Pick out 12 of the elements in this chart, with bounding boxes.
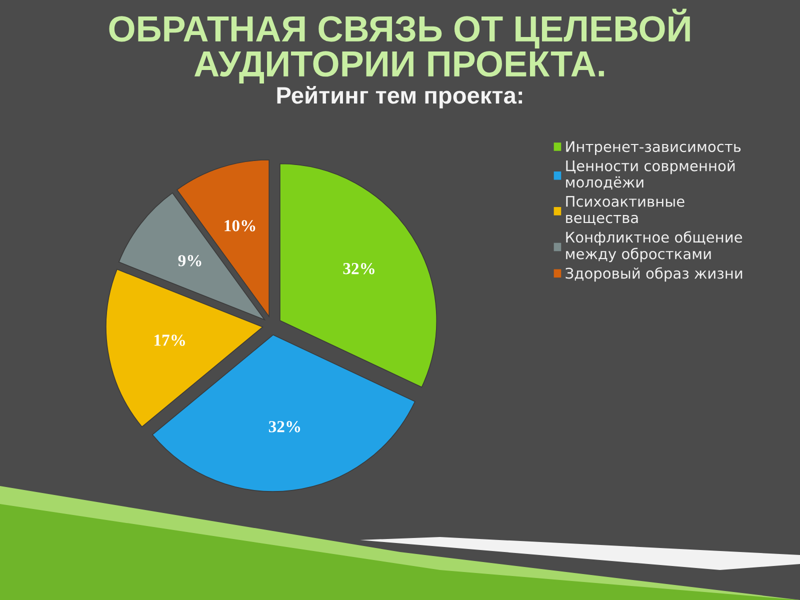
data-label: 32% [268,421,300,432]
legend-label: Ценности соврменной молодёжи [566,160,735,190]
chart-subtitle: Рейтинг тем проекта: [277,86,522,108]
data-label: 10% [224,220,256,232]
legend-label: Конфликтное общение между обростками [566,231,742,262]
legend-label: Здоровый образ жизни [566,267,742,282]
legend-label: Интренет-зависимость [566,141,741,155]
legend-label: Психоактивные вещества [566,196,684,226]
data-label: 32% [343,263,374,274]
chart-title: ОБРАТНАЯ СВЯЗЬ ОТ ЦЕЛЕВОЙ АУДИТОРИИ ПРОЕКТА. [109,8,690,84]
data-label: 9% [178,255,202,266]
data-label: 17% [154,334,185,346]
